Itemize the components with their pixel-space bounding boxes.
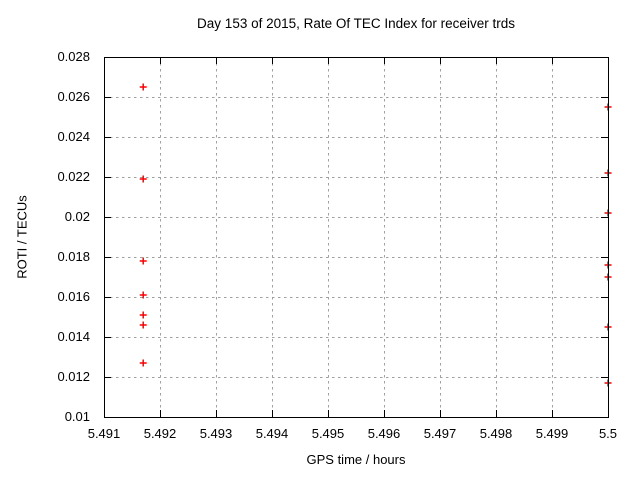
x-axis-label: GPS time / hours: [306, 452, 406, 467]
x-tick-label: 5.499: [536, 426, 569, 441]
chart-title: Day 153 of 2015, Rate Of TEC Index for r…: [197, 16, 515, 31]
x-tick-label: 5.496: [368, 426, 401, 441]
y-tick-label: 0.016: [57, 289, 90, 304]
x-tick-label: 5.5: [599, 426, 617, 441]
y-tick-label: 0.028: [57, 49, 90, 64]
x-tick-label: 5.491: [88, 426, 121, 441]
x-tick-label: 5.498: [480, 426, 513, 441]
x-tick-label: 5.492: [144, 426, 177, 441]
y-tick-label: 0.018: [57, 249, 90, 264]
y-tick-label: 0.012: [57, 369, 90, 384]
y-tick-label: 0.014: [57, 329, 90, 344]
y-tick-label: 0.02: [65, 209, 90, 224]
plot-border: [104, 57, 609, 418]
x-tick-label: 5.495: [312, 426, 345, 441]
y-tick-label: 0.026: [57, 89, 90, 104]
y-tick-label: 0.01: [65, 409, 90, 424]
x-tick-label: 5.497: [424, 426, 457, 441]
y-tick-label: 0.022: [57, 169, 90, 184]
y-tick-label: 0.024: [57, 129, 90, 144]
x-tick-label: 5.494: [256, 426, 289, 441]
x-tick-label: 5.493: [200, 426, 233, 441]
